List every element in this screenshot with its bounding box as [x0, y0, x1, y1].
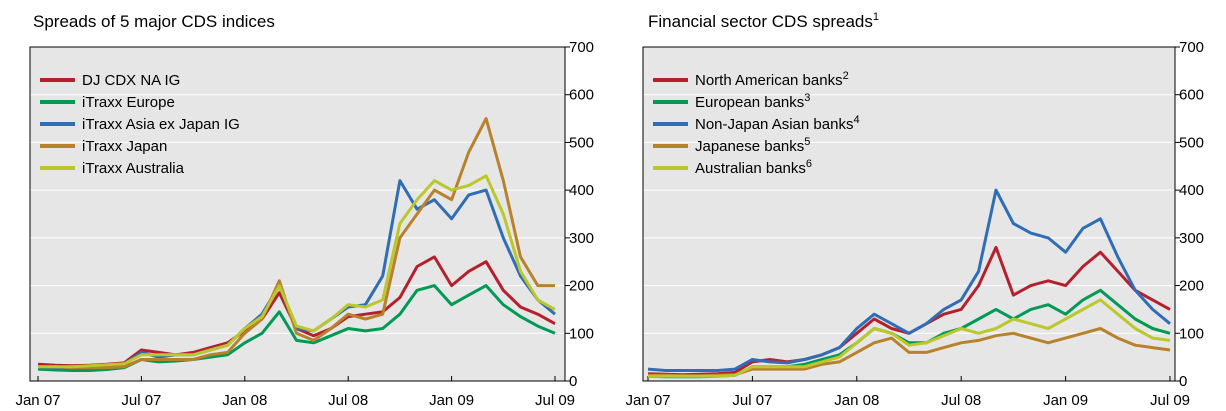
y-tick-label: 200 [1179, 278, 1204, 295]
x-tick-label: Jul 09 [535, 392, 575, 409]
panel: Spreads of 5 major CDS indices 0 100 200 300… [15, 12, 594, 409]
y-tick-label: 100 [1179, 325, 1204, 342]
legend-name: iTraxx Australia [82, 160, 185, 177]
legend-label: iTraxx Asia ex Japan IG [82, 116, 240, 133]
y-tick-label: 500 [1179, 134, 1204, 151]
legend-name: Australian banks [695, 160, 806, 177]
plot-frame [29, 46, 566, 382]
legend-label: European banks3 [695, 92, 810, 111]
chart-title: Spreads of 5 major CDS indices [33, 12, 275, 31]
x-tick-label: Jul 09 [1150, 392, 1190, 409]
legend-name: North American banks [695, 72, 843, 89]
legend-name: DJ CDX NA IG [82, 72, 180, 89]
legend-label: iTraxx Europe [82, 94, 175, 111]
y-tick-label: 600 [1179, 87, 1204, 104]
series-line [38, 117, 555, 370]
y-tick-label: 600 [569, 87, 594, 104]
x-tick-label: Jan 07 [625, 392, 670, 409]
x-tick-label: Jan 07 [15, 392, 60, 409]
chart-title: Financial sector CDS spreads1 [648, 11, 879, 31]
legend-footnote: 3 [804, 92, 810, 104]
y-tick-label: 300 [1179, 230, 1204, 247]
x-tick-label: Jan 08 [834, 392, 879, 409]
x-tick-label: Jan 08 [222, 392, 267, 409]
y-tick-label: 0 [1179, 373, 1187, 390]
y-tick-label: 500 [569, 134, 594, 151]
x-tick-label: Jul 08 [328, 392, 368, 409]
x-tick-label: Jan 09 [1043, 392, 1088, 409]
x-tick-label: Jul 07 [732, 392, 772, 409]
x-tick-label: Jan 09 [429, 392, 474, 409]
title-text: Spreads of 5 major CDS indices [33, 12, 275, 31]
title-footnote: 1 [873, 11, 879, 23]
y-tick-label: 400 [569, 182, 594, 199]
panel: Financial sector CDS spreads1 0 100 200 300 4… [625, 11, 1204, 409]
y-tick-label: 300 [569, 230, 594, 247]
y-tick-label: 700 [1179, 39, 1204, 56]
legend-label: North American banks2 [695, 70, 849, 89]
x-tick-label: Jul 08 [941, 392, 981, 409]
series-line [647, 188, 1171, 372]
title-text: Financial sector CDS spreads [648, 12, 873, 31]
series-line [38, 174, 556, 369]
legend-name: iTraxx Europe [82, 94, 175, 111]
y-tick-label: 700 [569, 39, 594, 56]
legend-footnote: 6 [806, 158, 812, 170]
y-tick-label: 0 [569, 373, 577, 390]
legend-label: iTraxx Australia [82, 160, 185, 177]
plot-frame [642, 46, 1176, 382]
plot-area [643, 47, 1175, 381]
legend-footnote: 5 [804, 136, 810, 148]
legend-label: Non-Japan Asian banks4 [695, 114, 860, 133]
y-tick-label: 400 [1179, 182, 1204, 199]
legend-name: iTraxx Japan [82, 138, 167, 155]
legend-name: Japanese banks [695, 138, 804, 155]
series-line [648, 298, 1171, 378]
legend-label: iTraxx Japan [82, 138, 167, 155]
legend-name: Non-Japan Asian banks [695, 116, 853, 133]
legend-footnote: 2 [843, 70, 849, 82]
legend-label: DJ CDX NA IG [82, 72, 180, 89]
legend-name: European banks [695, 94, 804, 111]
legend-name: iTraxx Asia ex Japan IG [82, 116, 240, 133]
legend-footnote: 4 [853, 114, 859, 126]
legend-label: Japanese banks5 [695, 136, 810, 155]
y-tick-label: 200 [569, 278, 594, 295]
legend-label: Australian banks6 [695, 158, 812, 177]
y-tick-label: 100 [569, 325, 594, 342]
x-tick-label: Jul 07 [121, 392, 161, 409]
